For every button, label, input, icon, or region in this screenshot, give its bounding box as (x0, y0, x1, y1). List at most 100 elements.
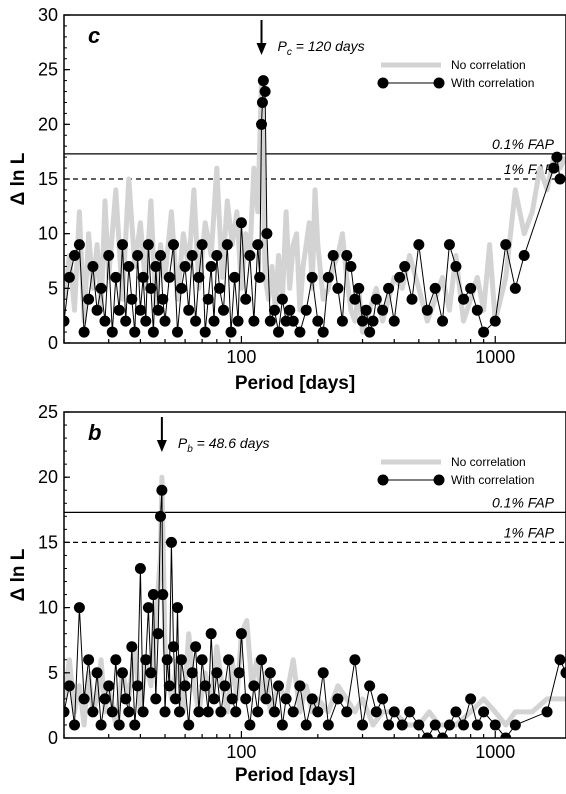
data-point (437, 315, 449, 327)
data-point (83, 293, 95, 305)
data-point (244, 250, 256, 262)
y-tick-label: 5 (48, 663, 58, 683)
data-point (244, 719, 256, 731)
annotation-arrow-head (156, 440, 167, 452)
x-tick-label: 100 (226, 742, 256, 762)
data-point (159, 315, 171, 327)
data-point (287, 706, 299, 718)
data-point (306, 693, 318, 705)
data-point (450, 706, 462, 718)
data-point (172, 326, 184, 338)
data-point (157, 293, 169, 305)
y-tick-label: 0 (48, 333, 58, 353)
data-point (388, 706, 400, 718)
data-point (120, 315, 132, 327)
data-point (421, 732, 433, 738)
data-point (129, 719, 141, 731)
data-point (458, 719, 470, 731)
data-point (218, 304, 230, 316)
data-point (413, 239, 425, 251)
data-point (256, 654, 268, 666)
data-point (155, 510, 167, 522)
data-point (173, 706, 185, 718)
y-tick-label: 0 (48, 728, 58, 748)
data-point (196, 654, 208, 666)
data-point (429, 719, 441, 731)
fap-label: 1% FAP (504, 161, 555, 177)
data-point (142, 602, 154, 614)
data-point (370, 293, 382, 305)
data-point (268, 706, 280, 718)
data-point (110, 654, 122, 666)
data-point (73, 602, 85, 614)
data-point (156, 484, 168, 496)
data-point (179, 680, 191, 692)
data-point (317, 667, 329, 679)
data-point (256, 118, 268, 130)
data-point (199, 680, 211, 692)
data-point (226, 693, 238, 705)
y-tick-label: 10 (38, 598, 58, 618)
data-point (357, 315, 369, 327)
data-point (116, 239, 128, 251)
data-point (264, 315, 276, 327)
data-point (165, 536, 177, 548)
data-point (230, 706, 242, 718)
data-point (132, 250, 144, 262)
data-point (223, 654, 235, 666)
data-point (322, 271, 334, 283)
data-point (284, 304, 296, 316)
data-point (509, 719, 521, 731)
data-point (357, 719, 369, 731)
data-point (140, 654, 152, 666)
data-point (196, 239, 208, 251)
panel-b: 0.1% FAP 1% FAP 0 5 10 15 20 25 100 1000 Period [d… (8, 402, 566, 786)
data-point (421, 304, 433, 316)
data-point (252, 706, 264, 718)
data-point (471, 304, 483, 316)
data-point (364, 680, 376, 692)
data-point (132, 680, 144, 692)
data-point (312, 706, 324, 718)
data-point (145, 282, 157, 294)
y-tick-label: 20 (38, 114, 58, 134)
data-point (345, 260, 357, 272)
data-point (103, 680, 115, 692)
y-tick-label: 5 (48, 278, 58, 298)
data-point (69, 719, 81, 731)
data-point (190, 315, 202, 327)
data-point (443, 719, 455, 731)
annotation-arrow-head (256, 43, 267, 55)
x-tick-label: 1000 (475, 347, 515, 367)
data-point (183, 719, 195, 731)
data-point (377, 693, 389, 705)
fap-label: 0.1% FAP (492, 136, 555, 152)
data-point (186, 250, 198, 262)
data-point (152, 628, 164, 640)
axes-frame (63, 411, 566, 739)
data-point (404, 706, 416, 718)
data-point (152, 304, 164, 316)
data-point (413, 719, 425, 731)
data-point (116, 667, 128, 679)
data-point (332, 693, 344, 705)
data-point (147, 589, 159, 601)
legend-label-with-correlation: With correlation (451, 76, 534, 90)
data-point (252, 239, 264, 251)
data-point (256, 96, 268, 108)
x-axis-label: Period [days] (235, 765, 355, 786)
data-point (377, 304, 389, 316)
data-point (349, 293, 361, 305)
data-point (471, 719, 483, 731)
data-point (233, 667, 245, 679)
data-point (186, 667, 198, 679)
data-point (489, 315, 501, 327)
y-axis-label: Δ ln L (8, 548, 29, 601)
fap-label: 0.1% FAP (492, 494, 555, 510)
data-point (208, 693, 220, 705)
data-point (78, 693, 90, 705)
data-point (287, 315, 299, 327)
data-point (300, 719, 312, 731)
data-point (317, 326, 329, 338)
data-point (211, 250, 223, 262)
